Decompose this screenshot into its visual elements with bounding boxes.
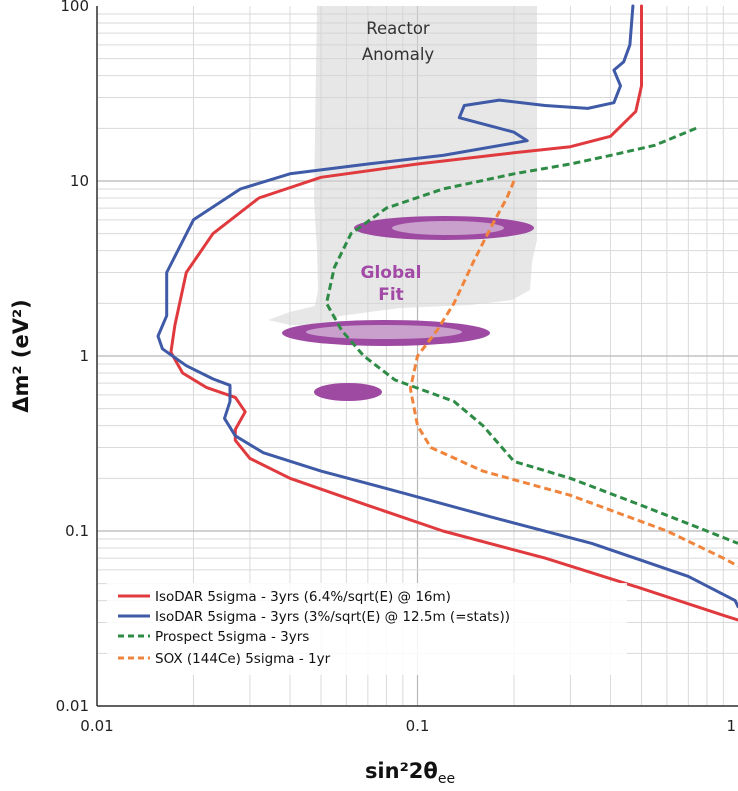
y-axis-title: Δm² (eV²) — [9, 299, 33, 413]
global-fit-blob-middle-core — [306, 325, 462, 339]
y-tick-label: 0.1 — [65, 522, 89, 540]
series-layer — [156, 4, 738, 622]
legend-box — [107, 583, 627, 675]
global-fit-blob-upper-core — [392, 221, 504, 235]
global-fit-label-line2: Fit — [378, 285, 404, 305]
legend-label-2: IsoDAR 5sigma - 3yrs (3%/sqrt(E) @ 12.5m… — [155, 609, 510, 625]
legend: IsoDAR 5sigma - 3yrs (6.4%/sqrt(E) @ 16m… — [107, 583, 627, 675]
axes — [96, 6, 738, 707]
x-tick-label: 0.01 — [80, 717, 113, 735]
legend-label-1: IsoDAR 5sigma - 3yrs (6.4%/sqrt(E) @ 16m… — [155, 589, 451, 605]
global-fit-blob-lower — [314, 383, 382, 401]
series-line-2 — [156, 4, 738, 609]
series-line-1 — [169, 4, 738, 622]
x-axis-title: sin²2θee — [365, 759, 455, 787]
reactor-anomaly-label-line2: Anomaly — [362, 45, 435, 64]
y-tick-label: 0.01 — [56, 697, 89, 715]
legend-label-3: Prospect 5sigma - 3yrs — [155, 629, 309, 645]
reactor-anomaly-label-line1: Reactor — [366, 19, 430, 38]
x-tick-label: 1 — [726, 717, 736, 735]
global-fit-label-line1: Global — [361, 263, 422, 283]
y-tick-label: 10 — [70, 172, 89, 190]
series-line-3 — [325, 126, 738, 545]
x-axis-title-main: sin²2θ — [365, 759, 438, 783]
legend-label-4: SOX (144Ce) 5sigma - 1yr — [155, 651, 331, 667]
y-tick-label: 1 — [79, 347, 89, 365]
x-tick-label: 0.1 — [406, 717, 430, 735]
x-axis-title-sub: ee — [438, 771, 455, 787]
y-tick-label: 100 — [60, 0, 89, 15]
series-line-4 — [408, 180, 738, 568]
tick-labels: 0.01 0.1 1 0.01 0.1 1 10 100 — [56, 0, 736, 735]
